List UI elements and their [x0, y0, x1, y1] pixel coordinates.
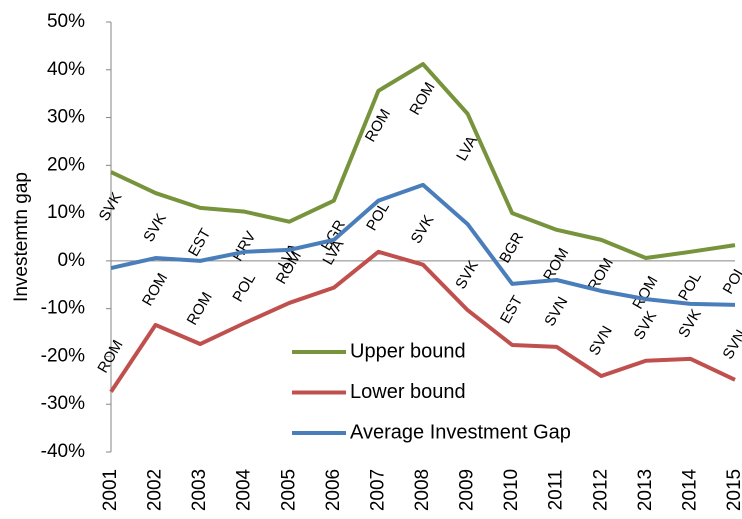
point-label: POL — [363, 199, 393, 233]
x-tick-label: 2011 — [546, 470, 567, 511]
y-tick-label: -20% — [41, 345, 85, 366]
y-axis-title: Investemtn gap — [11, 172, 32, 302]
x-tick-label: 2010 — [501, 469, 522, 511]
x-tick-label: 2004 — [234, 468, 255, 511]
x-tick-label: 2013 — [635, 469, 656, 511]
x-tick-label: 2008 — [412, 469, 433, 511]
line-series — [110, 62, 736, 261]
point-label: SVN — [586, 323, 616, 358]
x-tick-label: 2007 — [367, 469, 388, 511]
point-label: ROM — [184, 289, 216, 328]
point-label: SVK — [452, 258, 482, 292]
x-tick-label: 2009 — [457, 469, 478, 511]
point-label: POL — [720, 263, 742, 297]
x-tick-label: 2006 — [323, 469, 344, 511]
y-tick-label: -10% — [41, 298, 85, 319]
x-tick-label: 2003 — [189, 469, 210, 511]
y-tick-label: -30% — [41, 393, 85, 414]
point-label: HRV — [229, 229, 259, 265]
point-label: SVK — [675, 306, 705, 340]
y-tick-label: 10% — [47, 202, 85, 223]
x-tick-label: 2005 — [278, 469, 299, 511]
y-tick-label: 20% — [47, 154, 85, 175]
y-tick-label: 40% — [47, 59, 85, 80]
point-label: SVN — [541, 294, 571, 329]
point-label: POL — [229, 270, 259, 304]
point-label: POL — [675, 269, 705, 303]
point-label: ROM — [94, 337, 126, 376]
y-tick-label: 30% — [47, 107, 85, 128]
y-tick-label: -40% — [41, 441, 85, 462]
point-label: ROM — [273, 248, 305, 287]
point-label: SVN — [719, 327, 742, 362]
point-label: ROM — [362, 106, 394, 145]
legend-label: Average Investment Gap — [350, 421, 571, 443]
point-label: ROM — [406, 79, 438, 118]
point-label: EST — [185, 226, 214, 260]
point-label: SVK — [140, 211, 170, 245]
y-tick-label: 50% — [47, 11, 85, 32]
point-label: SVK — [408, 212, 438, 246]
point-label: SVK — [631, 308, 661, 342]
point-label: EST — [497, 293, 526, 327]
x-tick-label: 2012 — [590, 469, 611, 511]
point-label: ROM — [139, 270, 171, 309]
point-label: SVK — [96, 190, 126, 224]
point-label: ROM — [629, 273, 661, 312]
y-tick-label: 0% — [58, 250, 86, 271]
legend-label: Lower bound — [350, 381, 466, 403]
x-tick-label: 2014 — [679, 468, 700, 511]
legend-label: Upper bound — [350, 340, 466, 362]
x-tick-label: 2015 — [724, 469, 742, 511]
line-series — [109, 249, 736, 393]
x-tick-label: 2002 — [145, 469, 166, 511]
line-series — [110, 182, 736, 307]
x-tick-label: 2001 — [100, 469, 121, 511]
